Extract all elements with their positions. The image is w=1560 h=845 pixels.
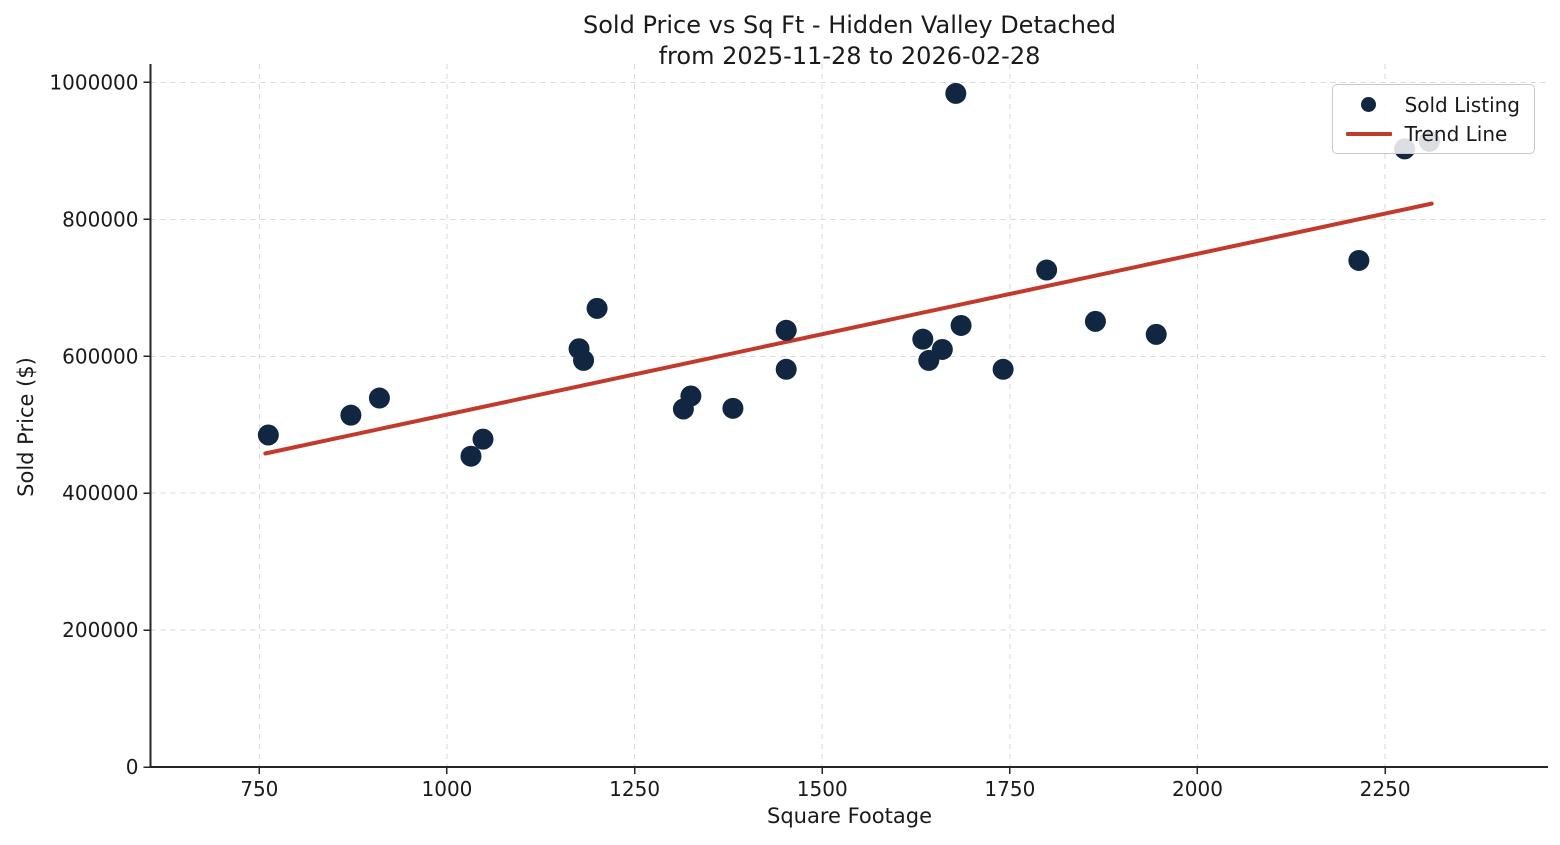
legend-label-trend-line: Trend Line xyxy=(1404,121,1508,146)
y-tick-label: 400000 xyxy=(62,481,138,505)
scatter-point xyxy=(340,404,362,426)
chart-subtitle: from 2025-11-28 to 2026-02-28 xyxy=(658,42,1041,70)
legend: Sold Listing Trend Line xyxy=(1331,84,1535,154)
scatter-point xyxy=(472,428,494,450)
legend-item-sold-listing: Sold Listing xyxy=(1342,91,1520,118)
scatter-point xyxy=(1348,249,1370,271)
scatter-point xyxy=(775,358,797,380)
x-axis-label: Square Footage xyxy=(767,804,932,828)
y-tick-label: 200000 xyxy=(62,618,138,642)
scatter-point xyxy=(945,82,967,104)
scatter-point xyxy=(680,385,702,407)
scatter-point xyxy=(1145,323,1167,345)
x-tick-label: 2000 xyxy=(1172,777,1223,801)
legend-marker-cell xyxy=(1342,97,1396,112)
x-tick-label: 750 xyxy=(240,777,278,801)
scatter-point xyxy=(1084,310,1106,332)
sold-listing-marker-icon xyxy=(1361,97,1377,112)
scatter-point xyxy=(460,445,482,467)
chart-title: Sold Price vs Sq Ft - Hidden Valley Deta… xyxy=(583,11,1116,39)
scatter-point xyxy=(257,424,279,446)
scatter-point xyxy=(931,338,953,360)
x-tick-label: 1250 xyxy=(609,777,660,801)
scatter-point xyxy=(722,397,744,419)
scatter-point xyxy=(1036,259,1058,281)
x-tick-label: 1750 xyxy=(984,777,1035,801)
y-tick-label: 800000 xyxy=(62,207,138,231)
title-block: Sold Price vs Sq Ft - Hidden Valley Deta… xyxy=(151,10,1548,72)
x-tick-label: 2250 xyxy=(1360,777,1411,801)
legend-marker-cell xyxy=(1342,131,1396,136)
legend-item-trend-line: Trend Line xyxy=(1342,120,1520,147)
y-tick-label: 1000000 xyxy=(49,70,138,94)
y-axis-label: Sold Price ($) xyxy=(14,357,38,497)
scatter-point xyxy=(950,314,972,336)
scatter-point xyxy=(912,328,934,350)
scatter-point xyxy=(573,349,595,371)
scatter-point xyxy=(775,319,797,341)
scatter-point xyxy=(992,358,1014,380)
scatter-point xyxy=(368,387,390,409)
y-tick-label: 0 xyxy=(126,755,139,779)
legend-label-sold-listing: Sold Listing xyxy=(1404,92,1520,117)
x-tick-label: 1500 xyxy=(797,777,848,801)
trend-line-swatch-icon xyxy=(1345,131,1392,136)
y-tick-label: 600000 xyxy=(62,344,138,368)
trend-line xyxy=(263,201,1434,456)
x-tick-label: 1000 xyxy=(422,777,473,801)
scatter-point xyxy=(586,297,608,319)
